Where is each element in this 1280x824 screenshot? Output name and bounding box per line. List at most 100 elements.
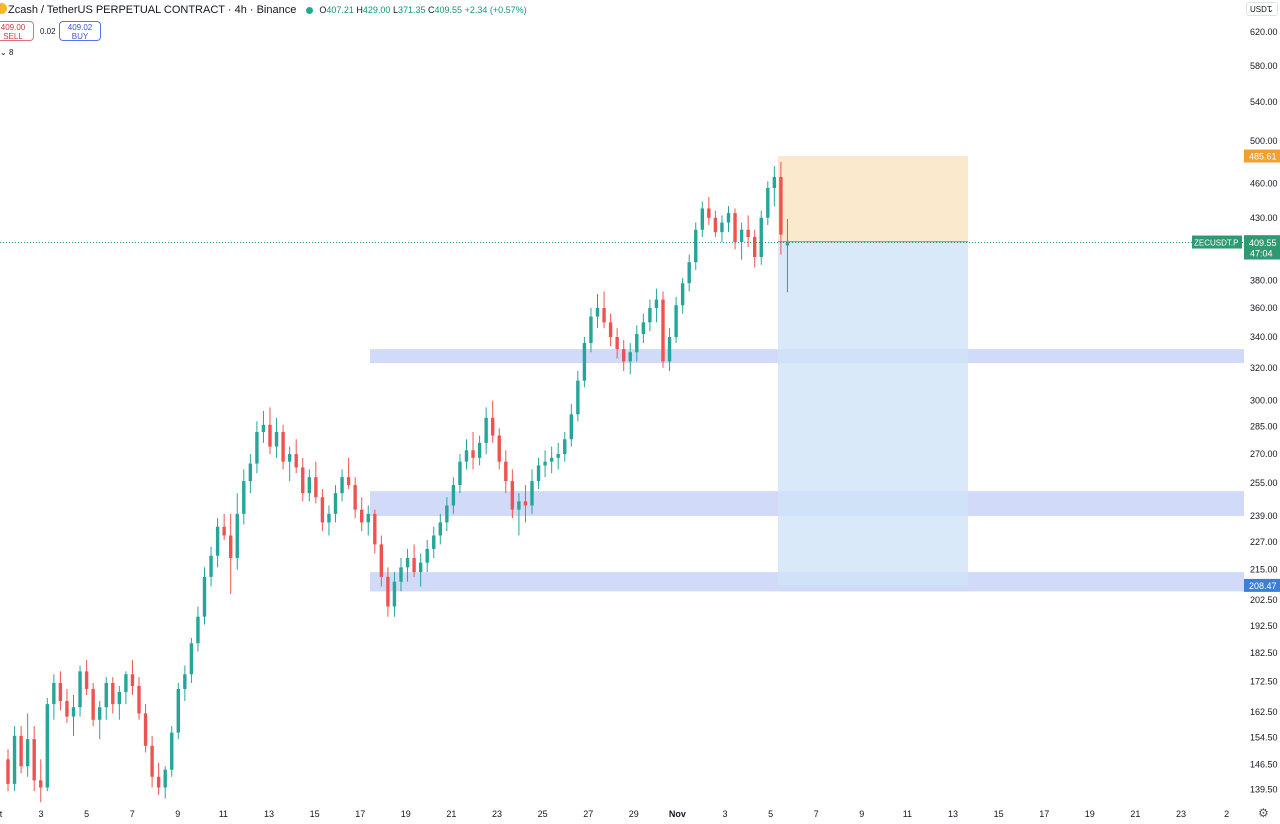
buy-button[interactable]: 409.02 BUY bbox=[59, 21, 101, 41]
target-zone bbox=[778, 241, 968, 586]
symbol-tag-bg bbox=[1192, 235, 1242, 249]
candle-body bbox=[124, 674, 128, 692]
candle-body bbox=[98, 707, 102, 720]
time-tick-label: 5 bbox=[84, 809, 89, 819]
time-tick-label: 23 bbox=[1176, 809, 1186, 819]
candle-body bbox=[680, 283, 685, 306]
indicators-toggle[interactable]: ⌄ 8 bbox=[0, 48, 13, 57]
stop-price-label: 485.61 bbox=[1249, 152, 1277, 162]
candle-body bbox=[183, 674, 187, 689]
candle-body bbox=[759, 217, 763, 258]
candle-body bbox=[563, 439, 567, 455]
price-tick-label: 285.00 bbox=[1250, 422, 1278, 432]
gear-icon[interactable]: ⚙ bbox=[1258, 806, 1269, 820]
candle-body bbox=[373, 513, 377, 545]
candle-body bbox=[222, 526, 226, 536]
candle-body bbox=[700, 208, 704, 230]
candle-body bbox=[353, 485, 357, 510]
candle-body bbox=[425, 548, 429, 563]
ohlc-readout: O407.21 H429.00 L371.35 C409.55 +2.34 (+… bbox=[319, 5, 526, 15]
time-tick-label: 2 bbox=[1224, 809, 1229, 819]
chevron-down-icon: ⌄ bbox=[1267, 5, 1274, 14]
price-tick-label: 540.00 bbox=[1250, 97, 1278, 107]
candle-body bbox=[438, 522, 442, 536]
candle-body bbox=[386, 576, 390, 607]
candle-body bbox=[274, 431, 279, 447]
candle-body bbox=[6, 759, 10, 784]
sell-label: SELL bbox=[3, 32, 23, 41]
candle-body bbox=[314, 477, 318, 498]
countdown-label: 47:04 bbox=[1250, 249, 1273, 259]
candle-body bbox=[726, 213, 731, 223]
candle-body bbox=[52, 683, 56, 705]
candle-body bbox=[432, 535, 436, 549]
candle-body bbox=[418, 562, 423, 573]
time-tick-label: 27 bbox=[583, 809, 593, 819]
candle-body bbox=[163, 769, 167, 788]
candle-body bbox=[333, 493, 338, 514]
indicator-count: 8 bbox=[8, 48, 14, 57]
price-tick-label: 139.50 bbox=[1250, 784, 1278, 794]
high-label: H bbox=[356, 5, 363, 15]
candle-body bbox=[622, 349, 626, 362]
candle-body bbox=[111, 683, 115, 705]
candle-body bbox=[91, 688, 95, 720]
candle-body bbox=[766, 187, 770, 218]
candle-body bbox=[287, 454, 292, 462]
candle-body bbox=[641, 322, 646, 335]
candle-body bbox=[84, 671, 89, 689]
stop-zone bbox=[778, 156, 968, 242]
candle-body bbox=[477, 442, 482, 458]
currency-unit-select[interactable]: USDT ⌄ bbox=[1246, 2, 1278, 16]
candle-body bbox=[170, 732, 174, 770]
candle-body bbox=[543, 461, 547, 466]
time-tick-label: 19 bbox=[401, 809, 411, 819]
candle-body bbox=[104, 683, 108, 708]
price-tick-label: 202.50 bbox=[1250, 595, 1278, 605]
candle-body bbox=[549, 457, 554, 462]
time-tick-label: 25 bbox=[538, 809, 548, 819]
candle-body bbox=[281, 431, 285, 462]
change-value: +2.34 (+0.57%) bbox=[464, 5, 527, 15]
currency-unit-label: USDT bbox=[1250, 5, 1272, 14]
candle-body bbox=[379, 544, 384, 577]
candle-body bbox=[753, 237, 757, 258]
candle-body bbox=[261, 424, 266, 432]
high-value: 429.00 bbox=[362, 5, 391, 15]
candle-body bbox=[615, 337, 619, 350]
zcash-logo-icon bbox=[0, 3, 7, 14]
candle-body bbox=[582, 343, 587, 381]
candle-body bbox=[464, 450, 469, 462]
candle-body bbox=[530, 481, 534, 506]
price-tick-label: 460.00 bbox=[1250, 179, 1278, 189]
candle-body bbox=[569, 414, 573, 440]
candle-body bbox=[635, 334, 639, 353]
open-value: 407.21 bbox=[326, 5, 354, 15]
candle-body bbox=[39, 780, 43, 788]
candle-body bbox=[366, 513, 370, 523]
candle-body bbox=[405, 558, 410, 568]
buy-label: BUY bbox=[71, 32, 89, 41]
price-tick-label: 340.00 bbox=[1250, 332, 1278, 342]
candle-body bbox=[491, 417, 495, 436]
candle-body bbox=[504, 461, 508, 482]
sell-button[interactable]: 409.00 SELL bbox=[0, 21, 34, 41]
time-tick-label: 17 bbox=[1039, 809, 1049, 819]
price-axis[interactable]: 620.00 580.00 540.00 500.00 460.00 430.00 380.… bbox=[1250, 27, 1278, 794]
symbol-title[interactable]: Zcash / TetherUS PERPETUAL CONTRACT · 4h… bbox=[8, 4, 297, 16]
spread-value: 0.02 bbox=[40, 27, 56, 36]
candle-body bbox=[19, 735, 23, 767]
candle-body bbox=[301, 467, 305, 494]
time-tick-label: 5 bbox=[768, 809, 773, 819]
candle-body bbox=[654, 299, 659, 309]
candle-body bbox=[12, 735, 17, 784]
candle-body bbox=[458, 461, 462, 486]
time-axis[interactable]: t 3 5 7 9 11 13 15 17 19 21 23 25 27 29 Nov 3 5 7 9 11 13 15 17… bbox=[0, 809, 1229, 819]
candle-body bbox=[137, 685, 141, 714]
candle-body bbox=[628, 352, 632, 362]
candle-body bbox=[556, 454, 560, 458]
candle-body bbox=[130, 674, 135, 686]
price-tick-label: 154.50 bbox=[1250, 732, 1278, 742]
candle-body bbox=[589, 316, 593, 344]
